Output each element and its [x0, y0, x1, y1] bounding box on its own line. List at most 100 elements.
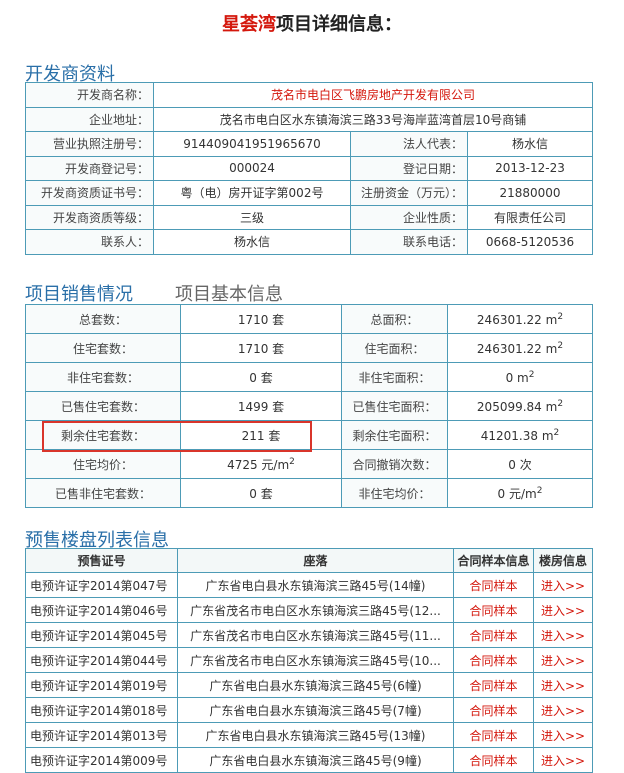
contract-link[interactable]: 合同样本	[453, 572, 534, 598]
cell-text: 205099.84 m	[476, 399, 558, 414]
developer-table: 开发商名称： 茂名市电白区飞鹏房地产开发有限公司 企业地址： 茂名市电白区水东镇海滨三…	[25, 82, 594, 255]
table-row: 剩余住宅套数： 211 套剩余住宅面积： 41201.38 m2	[25, 420, 593, 450]
table-cell: 电预许证字2014第009号	[25, 747, 178, 773]
enter-link[interactable]: 进入>>	[533, 622, 593, 648]
table-row: 非住宅套数： 0 套非住宅面积： 0 m2	[25, 362, 593, 392]
field-value: 4725 元/m2	[180, 449, 342, 479]
enter-link[interactable]: 进入>>	[533, 597, 593, 623]
cell-text: 4725 元/m	[227, 457, 290, 472]
contract-link[interactable]: 合同样本	[453, 697, 534, 723]
presale-table: 预售证号 座落 合同样本信息 楼房信息 电预许证字2014第047号 广东省电白县水东镇海…	[25, 548, 593, 773]
enter-link[interactable]: 进入>>	[533, 672, 593, 698]
contract-link[interactable]: 合同样本	[453, 672, 534, 698]
enter-link[interactable]: 进入>>	[533, 697, 593, 723]
field-value: 杨水信	[466, 131, 594, 157]
field-label: 住宅面积：	[341, 333, 448, 363]
table-row: 电预许证字2014第013号 广东省电白县水东镇海滨三路45号(13幢) 合同样本进…	[25, 722, 593, 748]
section-heading: 开发商资料	[25, 64, 115, 85]
table-row: 已售非住宅套数： 0 套非住宅均价： 0 元/m2	[25, 478, 593, 508]
cell-text: 246301.22 m	[476, 312, 558, 327]
field-label: 开发商资质证书号：	[25, 180, 154, 206]
field-label: 非住宅面积：	[341, 362, 448, 392]
table-cell: 电预许证字2014第019号	[25, 672, 178, 698]
table-cell: 电预许证字2014第044号	[25, 647, 178, 673]
field-label: 住宅套数：	[25, 333, 181, 363]
enter-link[interactable]: 进入>>	[533, 722, 593, 748]
unit-exponent: 2	[289, 456, 295, 467]
section-heading: 预售楼盘列表信息	[25, 530, 169, 551]
table-row: 电预许证字2014第019号 广东省电白县水东镇海滨三路45号(6幢) 合同样本 进入…	[25, 672, 593, 698]
project-name: 星荟湾	[222, 14, 276, 35]
tab-basic[interactable]: 项目基本信息	[175, 284, 283, 305]
field-label: 非住宅均价：	[341, 478, 448, 508]
field-value: 246301.22 m2	[447, 304, 593, 334]
field-value: 茂名市电白区水东镇海滨三路33号海岸蓝湾首层10号商铺	[152, 106, 594, 132]
field-value: 茂名市电白区飞鹏房地产开发有限公司	[152, 82, 594, 108]
field-label: 联系人：	[25, 229, 154, 255]
enter-link[interactable]: 进入>>	[533, 572, 593, 598]
contract-link[interactable]: 合同样本	[453, 622, 534, 648]
table-row: 电预许证字2014第044号 广东省茂名市电白区水东镇海滨三路45号(10... 合…	[25, 647, 593, 673]
field-label: 住宅均价：	[25, 449, 181, 479]
field-value: 0 套	[180, 362, 342, 392]
field-label: 开发商名称：	[25, 82, 154, 108]
cell-text: 246301.22 m	[476, 341, 558, 356]
field-value: 1499 套	[180, 391, 342, 421]
cell-text: 0 m	[505, 370, 529, 385]
column-header: 合同样本信息	[453, 548, 534, 573]
title-suffix: 项目详细信息：	[276, 14, 402, 35]
enter-link[interactable]: 进入>>	[533, 747, 593, 773]
unit-exponent: 2	[557, 340, 564, 351]
table-row: 总套数： 1710 套总面积： 246301.22 m2	[25, 304, 593, 334]
field-value: 三级	[153, 204, 351, 230]
unit-exponent: 2	[528, 369, 535, 380]
table-row: 企业地址： 茂名市电白区水东镇海滨三路33号海岸蓝湾首层10号商铺	[25, 106, 594, 132]
field-label: 非住宅套数：	[25, 362, 181, 392]
contract-link[interactable]: 合同样本	[453, 722, 534, 748]
table-row: 开发商资质等级： 三级 企业性质： 有限责任公司	[25, 204, 594, 230]
field-label: 合同撤销次数：	[341, 449, 448, 479]
table-cell: 广东省茂名市电白区水东镇海滨三路45号(10...	[177, 647, 454, 673]
highlight-box	[42, 421, 312, 452]
field-label: 注册资金（万元）：	[350, 180, 468, 206]
table-cell: 广东省电白县水东镇海滨三路45号(9幢)	[177, 747, 454, 773]
contract-link[interactable]: 合同样本	[453, 597, 534, 623]
field-value: 1710 套	[180, 333, 342, 363]
field-label: 总面积：	[341, 304, 448, 334]
page-title: 星荟湾项目详细信息：	[0, 10, 624, 36]
sales-table: 总套数： 1710 套总面积： 246301.22 m2 住宅套数： 1710 套住宅面…	[25, 304, 593, 508]
table-row: 联系人： 杨水信 联系电话： 0668-5120536	[25, 229, 594, 255]
enter-link[interactable]: 进入>>	[533, 647, 593, 673]
column-header: 预售证号	[25, 548, 178, 573]
unit-exponent: 2	[557, 398, 564, 409]
table-row: 电预许证字2014第046号 广东省茂名市电白区水东镇海滨三路45号(12... 合…	[25, 597, 593, 623]
table-cell: 广东省茂名市电白区水东镇海滨三路45号(11...	[177, 622, 454, 648]
table-cell: 电预许证字2014第013号	[25, 722, 178, 748]
table-cell: 广东省电白县水东镇海滨三路45号(14幢)	[177, 572, 454, 598]
field-value: 杨水信	[153, 229, 351, 255]
field-label: 开发商资质等级：	[25, 204, 154, 230]
field-value: 有限责任公司	[466, 204, 594, 230]
field-label: 开发商登记号：	[25, 155, 154, 181]
table-row: 营业执照注册号： 914409041951965670 法人代表： 杨水信	[25, 131, 594, 157]
tab-sales[interactable]: 项目销售情况	[25, 284, 133, 305]
field-label: 已售非住宅套数：	[25, 478, 181, 508]
table-row: 电预许证字2014第047号 广东省电白县水东镇海滨三路45号(14幢) 合同样本进…	[25, 572, 593, 598]
table-cell: 电预许证字2014第045号	[25, 622, 178, 648]
contract-link[interactable]: 合同样本	[453, 647, 534, 673]
table-cell: 广东省茂名市电白区水东镇海滨三路45号(12...	[177, 597, 454, 623]
cell-text: 0 元/m	[497, 486, 537, 501]
field-value: 1710 套	[180, 304, 342, 334]
table-cell: 广东省电白县水东镇海滨三路45号(6幢)	[177, 672, 454, 698]
table-cell: 广东省电白县水东镇海滨三路45号(7幢)	[177, 697, 454, 723]
field-value: 000024	[153, 155, 351, 181]
cell-text: 41201.38 m	[480, 428, 554, 443]
contract-link[interactable]: 合同样本	[453, 747, 534, 773]
field-label: 已售住宅套数：	[25, 391, 181, 421]
table-row: 电预许证字2014第018号 广东省电白县水东镇海滨三路45号(7幢) 合同样本 进入…	[25, 697, 593, 723]
field-label: 联系电话：	[350, 229, 468, 255]
field-label: 已售住宅面积：	[341, 391, 448, 421]
unit-exponent: 2	[557, 311, 564, 322]
field-label: 总套数：	[25, 304, 181, 334]
